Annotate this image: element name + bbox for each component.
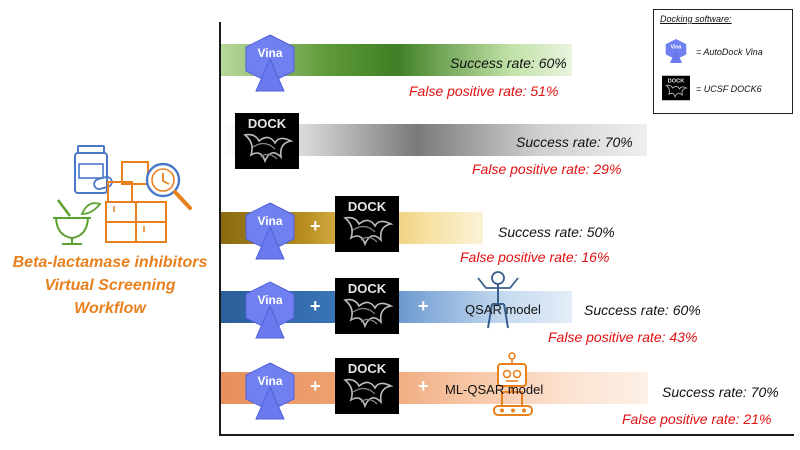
false-positive-rate-label: False positive rate: 51%: [409, 83, 559, 99]
false-positive-rate-label: False positive rate: 29%: [472, 161, 622, 177]
legend-dock6-icon-label: DOCK: [668, 78, 686, 84]
vina-icon: Vina: [242, 201, 298, 261]
legend-vina-icon: Vina: [664, 38, 688, 64]
dock6-icon-label: DOCK: [248, 116, 287, 131]
success-rate-label: Success rate: 60%: [450, 55, 567, 71]
dock6-icon: DOCK: [335, 358, 399, 414]
plus-sign: +: [310, 296, 321, 316]
qsar-model-label: QSAR model: [465, 302, 541, 317]
success-rate-label: Success rate: 60%: [584, 302, 701, 318]
false-positive-rate-label: False positive rate: 43%: [548, 329, 698, 345]
plus-sign: +: [418, 296, 429, 316]
title-line-3: Workflow: [74, 300, 146, 317]
dock6-icon: DOCK: [335, 196, 399, 252]
vina-icon: Vina: [242, 33, 298, 93]
success-rate-label: Success rate: 70%: [662, 384, 779, 400]
plus-sign: +: [418, 376, 429, 396]
workflow-illustration-icon: [48, 140, 208, 250]
legend-vina-label: = AutoDock Vina: [696, 47, 763, 57]
dock6-icon-label: DOCK: [348, 361, 387, 376]
title-line-2: Virtual Screening: [44, 277, 176, 294]
vina-icon-label: Vina: [257, 293, 282, 307]
vina-icon-label: Vina: [257, 46, 282, 60]
false-positive-rate-label: False positive rate: 16%: [460, 249, 610, 265]
success-rate-label: Success rate: 50%: [498, 224, 615, 240]
legend-vina-icon-label: Vina: [671, 44, 682, 50]
vertical-axis-line: [219, 22, 221, 436]
vina-icon: Vina: [242, 361, 298, 421]
vina-icon-label: Vina: [257, 214, 282, 228]
plus-sign: +: [310, 376, 321, 396]
legend-title: Docking software:: [660, 14, 732, 24]
dock6-icon: DOCK: [235, 113, 299, 169]
horizontal-axis-line: [219, 434, 794, 436]
dock6-icon: DOCK: [335, 278, 399, 334]
plus-sign: +: [310, 216, 321, 236]
false-positive-rate-label: False positive rate: 21%: [622, 411, 772, 427]
legend-dock6-label: = UCSF DOCK6: [696, 84, 762, 94]
legend-dock6-icon: DOCK: [662, 75, 690, 101]
success-rate-label: Success rate: 70%: [516, 134, 633, 150]
dock6-icon-label: DOCK: [348, 199, 387, 214]
ml-qsar-model-label: ML-QSAR model: [445, 382, 544, 397]
dock6-icon-label: DOCK: [348, 281, 387, 296]
ml-qsar-robot-icon: [488, 352, 540, 418]
qsar-mannequin-icon: [472, 270, 524, 330]
title-line-1: Beta-lactamase inhibitors: [12, 254, 208, 271]
docking-software-legend: Docking software: Vina = AutoDock Vina D…: [653, 9, 793, 114]
vina-icon-label: Vina: [257, 374, 282, 388]
vina-icon: Vina: [242, 280, 298, 340]
